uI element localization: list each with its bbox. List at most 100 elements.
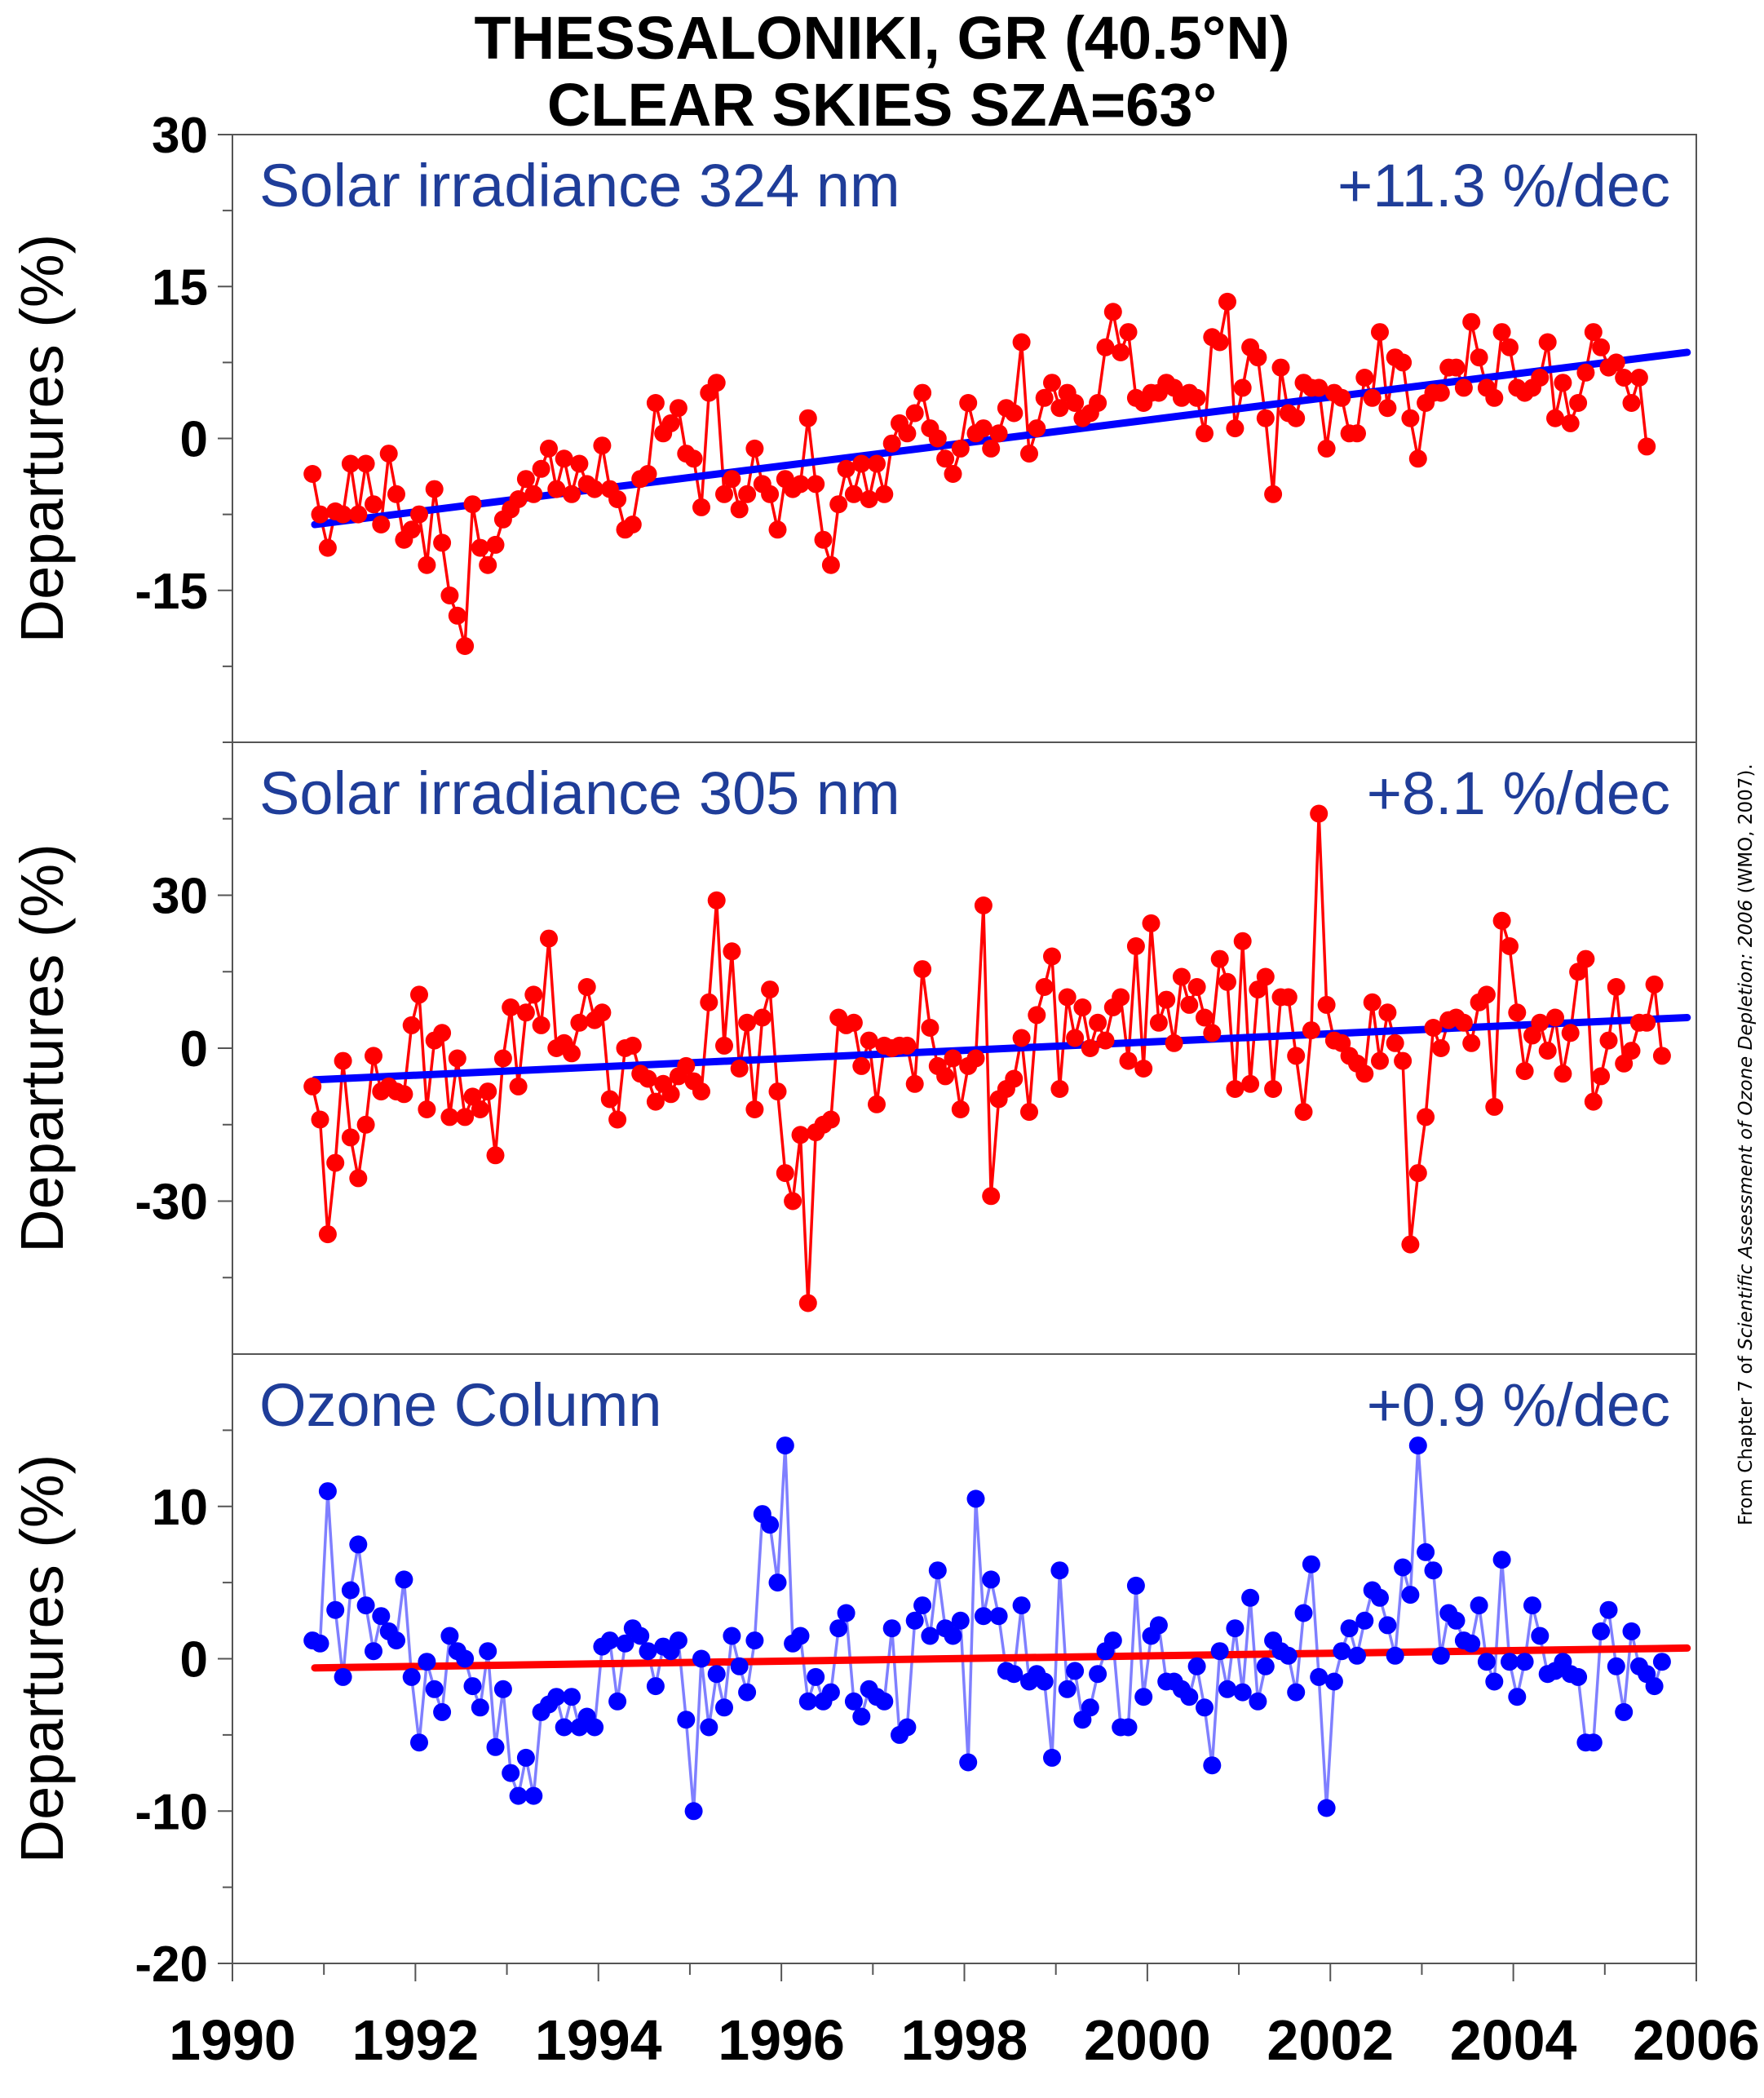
data-point <box>821 1110 840 1129</box>
data-point <box>1066 394 1085 412</box>
data-point <box>798 1294 817 1312</box>
data-point <box>356 1596 375 1615</box>
data-point <box>1569 1667 1588 1686</box>
data-point <box>898 424 917 443</box>
y-tick-label: -20 <box>135 1936 208 1993</box>
data-point <box>1089 394 1107 412</box>
data-point <box>623 1036 642 1055</box>
data-point <box>944 1627 962 1645</box>
data-point <box>1028 1006 1046 1025</box>
data-point <box>1050 1561 1069 1580</box>
data-point <box>1020 1103 1038 1122</box>
data-point <box>936 449 955 468</box>
data-point <box>318 538 337 557</box>
data-point <box>692 498 710 516</box>
data-point <box>1233 1683 1252 1702</box>
data-point <box>1005 1069 1023 1088</box>
data-point <box>661 1085 680 1104</box>
data-point <box>1554 374 1572 392</box>
data-point <box>318 1482 337 1501</box>
data-point <box>1576 949 1595 968</box>
data-point <box>326 1600 345 1619</box>
data-point <box>1210 949 1229 968</box>
data-point <box>844 1013 863 1032</box>
data-point <box>1287 409 1306 427</box>
data-point <box>471 1100 489 1118</box>
data-point <box>524 1786 543 1805</box>
data-point <box>1501 338 1519 356</box>
y-tick-label: 30 <box>152 108 208 164</box>
x-tick-label: 1996 <box>718 2008 845 2072</box>
data-point <box>1508 1688 1527 1706</box>
data-point <box>586 1718 604 1737</box>
data-point <box>944 465 962 483</box>
data-point <box>730 1060 749 1078</box>
data-point <box>1561 1024 1580 1042</box>
x-tick-label: 2000 <box>1084 2008 1211 2072</box>
data-point <box>577 978 596 996</box>
data-point <box>1629 369 1648 387</box>
data-point <box>1012 1029 1031 1047</box>
data-point <box>1287 1683 1306 1702</box>
data-point <box>502 998 520 1016</box>
data-point <box>303 1077 322 1095</box>
chart-title: THESSALONIKI, GR (40.5°N) <box>474 4 1290 72</box>
data-point <box>1424 1019 1443 1037</box>
data-point <box>334 1051 352 1070</box>
data-point <box>669 399 687 418</box>
data-point <box>860 490 878 508</box>
data-point <box>395 1085 413 1104</box>
data-point <box>928 429 947 448</box>
data-point <box>738 1683 757 1702</box>
data-point <box>745 439 764 458</box>
data-point <box>433 1024 452 1042</box>
data-point <box>966 1049 985 1068</box>
data-point <box>1249 1692 1267 1711</box>
data-point <box>570 1013 589 1032</box>
data-point <box>974 419 993 438</box>
data-point <box>479 555 497 574</box>
data-point <box>402 1667 421 1686</box>
data-point <box>905 1611 924 1630</box>
data-point <box>493 1680 512 1698</box>
data-point <box>753 1008 771 1027</box>
data-point <box>1401 1586 1420 1604</box>
data-point <box>745 1100 764 1118</box>
panel-label: Solar irradiance 324 nm <box>259 152 900 219</box>
data-point <box>365 495 382 514</box>
data-point <box>1515 1062 1534 1081</box>
data-point <box>768 1574 787 1592</box>
data-point <box>639 465 657 483</box>
data-point <box>913 383 932 402</box>
data-point <box>1431 1646 1450 1665</box>
data-point <box>837 1604 855 1622</box>
data-point <box>1096 338 1115 356</box>
data-point <box>1271 358 1290 377</box>
trend-label: +0.9 %/dec <box>1367 1371 1670 1439</box>
data-point <box>1371 1588 1389 1607</box>
data-point <box>639 1642 657 1661</box>
data-point <box>1126 1576 1145 1595</box>
data-point <box>1233 932 1252 950</box>
data-point <box>471 538 489 557</box>
data-point <box>1477 985 1496 1004</box>
data-point <box>1447 1611 1466 1630</box>
data-point <box>1454 1013 1473 1032</box>
data-point <box>365 1642 382 1661</box>
data-point <box>418 555 436 574</box>
data-point <box>1431 383 1450 402</box>
data-point <box>692 1649 710 1668</box>
data-point <box>989 424 1008 443</box>
data-point <box>600 1631 619 1650</box>
data-point <box>479 1082 497 1101</box>
series-line <box>312 1445 1664 1812</box>
source-credit-suffix: (WMO, 2007). <box>1735 764 1757 900</box>
data-point <box>798 1692 817 1711</box>
data-point <box>768 1082 787 1101</box>
data-point <box>868 454 886 473</box>
data-point <box>798 409 817 427</box>
data-point <box>1492 1551 1511 1569</box>
data-point <box>372 1607 391 1626</box>
data-point <box>1408 1164 1427 1183</box>
